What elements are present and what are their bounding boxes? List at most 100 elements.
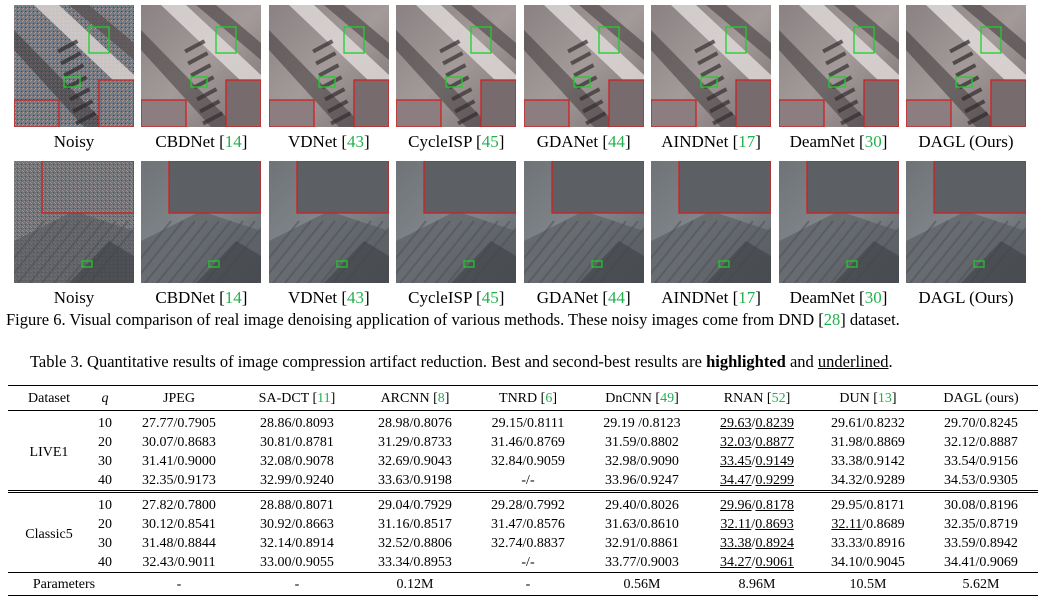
col-dun: DUN [13]	[812, 385, 924, 411]
method-cite[interactable]: 44	[608, 132, 625, 151]
col-sadct: SA-DCT [11]	[238, 385, 356, 411]
table-cell: 30.08/0.8196	[924, 490, 1038, 515]
figure-cell: Noisy	[14, 5, 134, 157]
method-cite[interactable]: 43	[347, 132, 365, 151]
result-image	[778, 161, 899, 283]
table-cell: 33.38/0.8924	[720, 536, 794, 551]
method-label: DAGL (Ours)	[918, 288, 1014, 307]
figure-cell: VDNet [43]	[268, 5, 389, 157]
figure-cell: CBDNet [14]	[141, 5, 262, 157]
table-cell: 32.52/0.8806	[378, 536, 452, 551]
figure-caption: Figure 6. Visual comparison of real imag…	[6, 310, 900, 329]
figure-cell: DeamNet [30]	[778, 5, 899, 157]
table-cell: 0.12M	[356, 572, 474, 596]
table-cell: Parameters	[8, 572, 120, 596]
table-cell: 5.62M	[924, 572, 1038, 596]
table-cell: 10.5M	[812, 572, 924, 596]
figure-row-1: Noisy CBDNet [14] VDNet [43] CycleISP [45] G…	[14, 5, 1026, 157]
method-label: AINDNet [17]	[661, 132, 761, 151]
table-cell: 8.96M	[702, 572, 812, 596]
col-dataset: Dataset	[8, 385, 90, 411]
result-image	[141, 5, 262, 127]
table-cell: -/-	[521, 555, 535, 570]
table-cell: 28.86/0.8093	[238, 410, 356, 433]
figure-cell: DeamNet [30]	[778, 161, 899, 313]
table-cell: 31.29/0.8733	[378, 435, 452, 450]
table-cell: 33.77/0.9003	[605, 555, 679, 570]
highlighted-word: highlighted	[706, 352, 786, 371]
method-cite[interactable]: 43	[347, 288, 365, 307]
table-caption: Table 3. Quantitative results of image c…	[30, 352, 893, 371]
table-cell: 34.32/0.9289	[831, 473, 905, 488]
figure-cell: Noisy	[14, 161, 134, 313]
table-cell: 32.14/0.8914	[260, 536, 334, 551]
method-cite[interactable]: 44	[608, 288, 625, 307]
table-cell: 32.99/0.9240	[260, 473, 334, 488]
method-cite[interactable]: 17	[738, 288, 756, 307]
table-cell: 29.15/0.8111	[474, 410, 582, 433]
table-cell: 31.47/0.8576	[491, 517, 565, 532]
table-cell: 32.91/0.8861	[605, 536, 679, 551]
table-cell: 32.35/0.9173	[142, 473, 216, 488]
table-row: 30 31.41/0.9000 32.08/0.9078 32.69/0.9043 32…	[8, 452, 1038, 471]
underlined-word: underlined	[817, 352, 889, 371]
table-row: LIVE1 10 27.77/0.7905 28.86/0.8093 28.98/0.8…	[8, 410, 1038, 492]
table-cell: 32.11/0.8689	[831, 517, 905, 532]
method-label: DAGL (Ours)	[918, 132, 1014, 151]
result-image	[396, 161, 517, 283]
table-cell: 34.53/0.9305	[944, 473, 1018, 488]
method-label: Noisy	[53, 288, 95, 307]
method-cite[interactable]: 45	[481, 288, 499, 307]
table-cell: 33.59/0.8942	[944, 536, 1018, 551]
table-cell: 31.63/0.8610	[605, 517, 679, 532]
table-cell: 32.84/0.9059	[491, 454, 565, 469]
table-cell: 30.12/0.8541	[142, 517, 216, 532]
figure-cell: DAGL (Ours)	[905, 161, 1026, 313]
method-cite[interactable]: 14	[224, 132, 242, 151]
figure-caption-cite[interactable]: 28	[823, 310, 841, 329]
table-cell: 31.41/0.9000	[142, 454, 216, 469]
result-image	[396, 5, 517, 127]
table-cell: 31.59/0.8802	[605, 435, 679, 450]
method-cite[interactable]: 17	[738, 132, 756, 151]
table-cell: 31.16/0.8517	[378, 517, 452, 532]
method-cite[interactable]: 45	[481, 132, 499, 151]
parameters-row: Parameters - -0.12M -0.56M 8.96M 10.5M 5.62M	[8, 572, 1038, 596]
table-cell: 27.82/0.7800	[120, 490, 238, 515]
figure-cell: DAGL (Ours)	[905, 5, 1026, 157]
method-label: GDANet [44]	[536, 288, 631, 307]
figure-cell: AINDNet [17]	[651, 5, 772, 157]
result-image	[141, 161, 262, 283]
table-cell: 32.98/0.9090	[605, 454, 679, 469]
table-cell: 29.70/0.8245	[924, 410, 1038, 433]
table-row: 40 32.43/0.9011 33.00/0.9055 33.34/0.8953 -/…	[8, 553, 1038, 573]
table-cell: 32.35/0.8719	[944, 517, 1018, 532]
figure-cell: CycleISP [45]	[396, 161, 517, 313]
table-cell: -/-	[521, 473, 535, 488]
result-image	[651, 5, 772, 127]
method-label: CycleISP [45]	[408, 288, 505, 307]
result-image	[651, 161, 772, 283]
table-cell: 29.19 /0.8123	[582, 410, 702, 433]
table-cell: 32.43/0.9011	[142, 555, 216, 570]
table-cell: 28.88/0.8071	[238, 490, 356, 515]
method-label: GDANet [44]	[536, 132, 631, 151]
table-cell: 32.11/0.8693	[720, 517, 794, 532]
col-rnan: RNAN [52]	[702, 385, 812, 411]
method-cite[interactable]: 30	[864, 288, 882, 307]
method-cite[interactable]: 14	[224, 288, 242, 307]
method-cite[interactable]: 30	[864, 132, 882, 151]
table-cell: 31.98/0.8869	[831, 435, 905, 450]
table-cell: 33.63/0.9198	[378, 473, 452, 488]
table-cell: 30.07/0.8683	[142, 435, 216, 450]
result-image	[14, 5, 134, 127]
table-cell: 29.95/0.8171	[812, 490, 924, 515]
method-label: AINDNet [17]	[661, 288, 761, 307]
figure-cell: GDANet [44]	[523, 161, 644, 313]
table-cell: 30	[98, 454, 112, 469]
dataset-name: LIVE1	[8, 410, 90, 492]
table-cell: 34.47/0.9299	[720, 473, 794, 488]
table-cell: 20	[98, 517, 112, 532]
result-image	[905, 161, 1026, 283]
table-cell: 10	[90, 490, 120, 515]
